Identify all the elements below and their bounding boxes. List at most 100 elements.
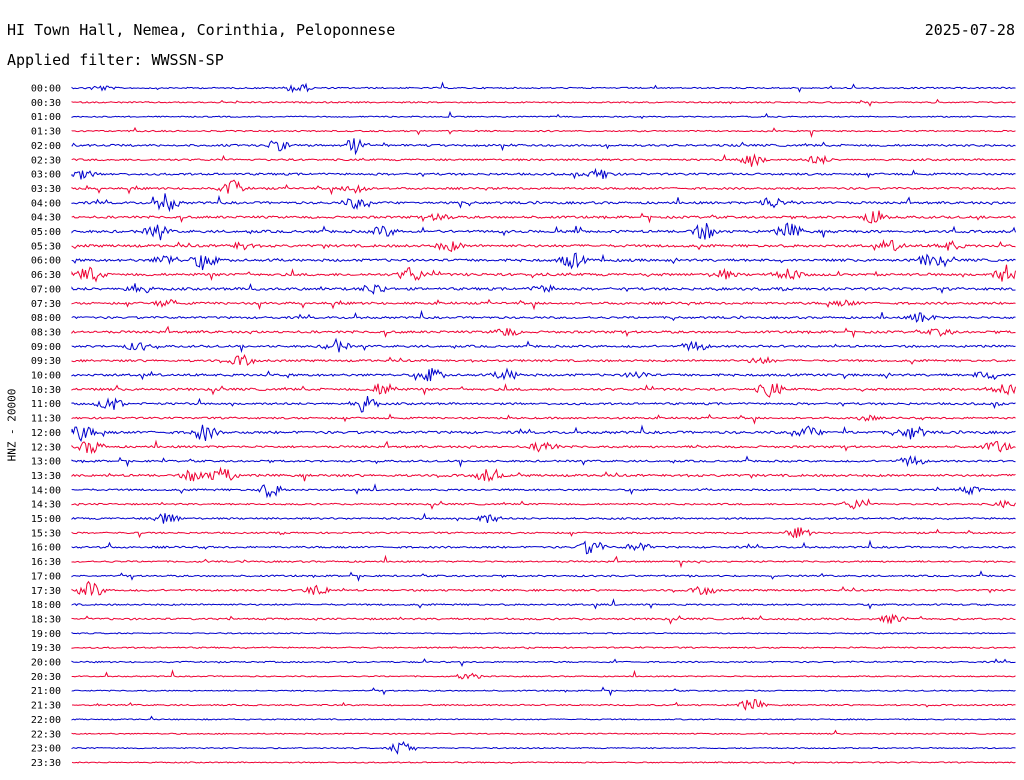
filter-label: Applied filter: WWSSN-SP bbox=[7, 51, 224, 69]
seismogram-trace bbox=[71, 413, 1016, 425]
seismogram-trace bbox=[71, 126, 1016, 139]
seismogram-trace bbox=[71, 539, 1016, 555]
seismogram-trace bbox=[71, 632, 1016, 635]
row-time-label: 06:30 bbox=[31, 270, 61, 281]
row-time-label: 18:30 bbox=[31, 614, 61, 625]
seismogram-trace bbox=[71, 309, 1016, 323]
row-time-label: 12:30 bbox=[31, 442, 61, 453]
seismogram-trace bbox=[71, 283, 1016, 295]
row-time-label: 13:00 bbox=[31, 457, 61, 468]
seismogram-trace bbox=[71, 167, 1016, 180]
row-time-label: 21:30 bbox=[31, 701, 61, 712]
seismogram-trace bbox=[71, 81, 1016, 94]
row-time-label: 20:00 bbox=[31, 658, 61, 669]
row-time-label: 17:30 bbox=[31, 586, 61, 597]
row-time-label: 10:30 bbox=[31, 385, 61, 396]
row-time-label: 09:00 bbox=[31, 342, 61, 353]
row-time-label: 02:30 bbox=[31, 155, 61, 166]
seismogram-trace bbox=[71, 646, 1016, 650]
seismogram-trace bbox=[71, 239, 1016, 253]
seismogram-trace bbox=[71, 110, 1016, 120]
row-time-label: 14:30 bbox=[31, 500, 61, 511]
row-time-label: 08:00 bbox=[31, 313, 61, 324]
row-time-label: 02:00 bbox=[31, 141, 61, 152]
row-time-label: 05:00 bbox=[31, 227, 61, 238]
row-time-label: 07:30 bbox=[31, 299, 61, 310]
row-time-label: 09:30 bbox=[31, 356, 61, 367]
seismogram-trace bbox=[71, 222, 1016, 241]
row-time-label: 19:00 bbox=[31, 629, 61, 640]
row-time-label: 01:00 bbox=[31, 112, 61, 123]
row-time-label: 20:30 bbox=[31, 672, 61, 683]
row-time-label: 04:30 bbox=[31, 213, 61, 224]
row-time-label: 08:30 bbox=[31, 327, 61, 338]
seismogram-trace bbox=[71, 138, 1016, 156]
station-title: HI Town Hall, Nemea, Corinthia, Peloponn… bbox=[7, 21, 396, 39]
seismogram-trace bbox=[71, 354, 1016, 366]
seismogram-trace bbox=[71, 439, 1016, 455]
seismogram-trace bbox=[71, 382, 1016, 398]
seismogram-trace bbox=[71, 760, 1016, 765]
seismogram-trace bbox=[71, 570, 1016, 582]
row-time-label: 12:00 bbox=[31, 428, 61, 439]
row-time-label: 16:30 bbox=[31, 557, 61, 568]
row-time-label: 18:00 bbox=[31, 600, 61, 611]
seismogram-trace bbox=[71, 498, 1016, 510]
row-time-label: 07:00 bbox=[31, 284, 61, 295]
row-time-label: 11:00 bbox=[31, 399, 61, 410]
seismogram-trace bbox=[71, 298, 1016, 311]
seismogram-trace bbox=[71, 252, 1016, 271]
seismogram-trace bbox=[71, 466, 1016, 483]
seismogram-trace bbox=[71, 367, 1016, 382]
row-time-label: 23:00 bbox=[31, 744, 61, 755]
row-time-label: 14:00 bbox=[31, 485, 61, 496]
seismogram-trace bbox=[71, 715, 1016, 721]
row-time-label: 06:00 bbox=[31, 256, 61, 267]
seismogram-trace bbox=[71, 337, 1016, 354]
row-time-label: 21:00 bbox=[31, 686, 61, 697]
seismogram-trace bbox=[71, 210, 1016, 224]
seismogram-trace bbox=[71, 613, 1016, 625]
seismogram-trace bbox=[71, 740, 1016, 755]
row-time-label: 15:00 bbox=[31, 514, 61, 525]
seismogram-trace bbox=[71, 396, 1016, 413]
seismogram-trace bbox=[71, 193, 1016, 213]
seismogram-trace bbox=[72, 699, 1016, 711]
row-time-label: 19:30 bbox=[31, 643, 61, 654]
row-time-label: 04:00 bbox=[31, 198, 61, 209]
row-time-label: 23:30 bbox=[31, 758, 61, 769]
row-time-label: 03:30 bbox=[31, 184, 61, 195]
seismogram-trace bbox=[71, 325, 1016, 339]
row-time-label: 03:00 bbox=[31, 170, 61, 181]
seismogram-trace bbox=[71, 483, 1016, 499]
seismogram-trace bbox=[71, 669, 1016, 680]
row-time-label: 00:30 bbox=[31, 98, 61, 109]
seismogram-trace bbox=[71, 179, 1016, 196]
row-time-label: 13:30 bbox=[31, 471, 61, 482]
row-time-label: 15:30 bbox=[31, 528, 61, 539]
seismogram-trace bbox=[71, 424, 1016, 443]
seismogram-trace bbox=[71, 153, 1016, 167]
row-time-label: 22:00 bbox=[31, 715, 61, 726]
seismogram-trace bbox=[71, 512, 1016, 524]
row-time-label: 01:30 bbox=[31, 127, 61, 138]
row-time-label: 17:00 bbox=[31, 571, 61, 582]
seismogram-trace bbox=[71, 98, 1016, 107]
row-time-label: 16:00 bbox=[31, 543, 61, 554]
seismogram-trace bbox=[71, 658, 1016, 667]
seismogram-trace bbox=[71, 729, 1016, 735]
seismogram-trace bbox=[71, 580, 1016, 597]
seismogram-trace bbox=[71, 264, 1016, 283]
row-time-label: 11:30 bbox=[31, 414, 61, 425]
seismogram-trace bbox=[71, 686, 1016, 697]
row-time-label: 10:00 bbox=[31, 371, 61, 382]
row-time-label: 00:00 bbox=[31, 84, 61, 95]
row-time-label: 22:30 bbox=[31, 729, 61, 740]
seismogram-trace bbox=[71, 455, 1016, 468]
seismogram-trace bbox=[71, 554, 1016, 569]
date-label: 2025-07-28 bbox=[924, 21, 1015, 39]
row-time-label: 05:30 bbox=[31, 241, 61, 252]
seismogram-trace bbox=[71, 527, 1016, 539]
seismogram-trace bbox=[71, 598, 1016, 610]
